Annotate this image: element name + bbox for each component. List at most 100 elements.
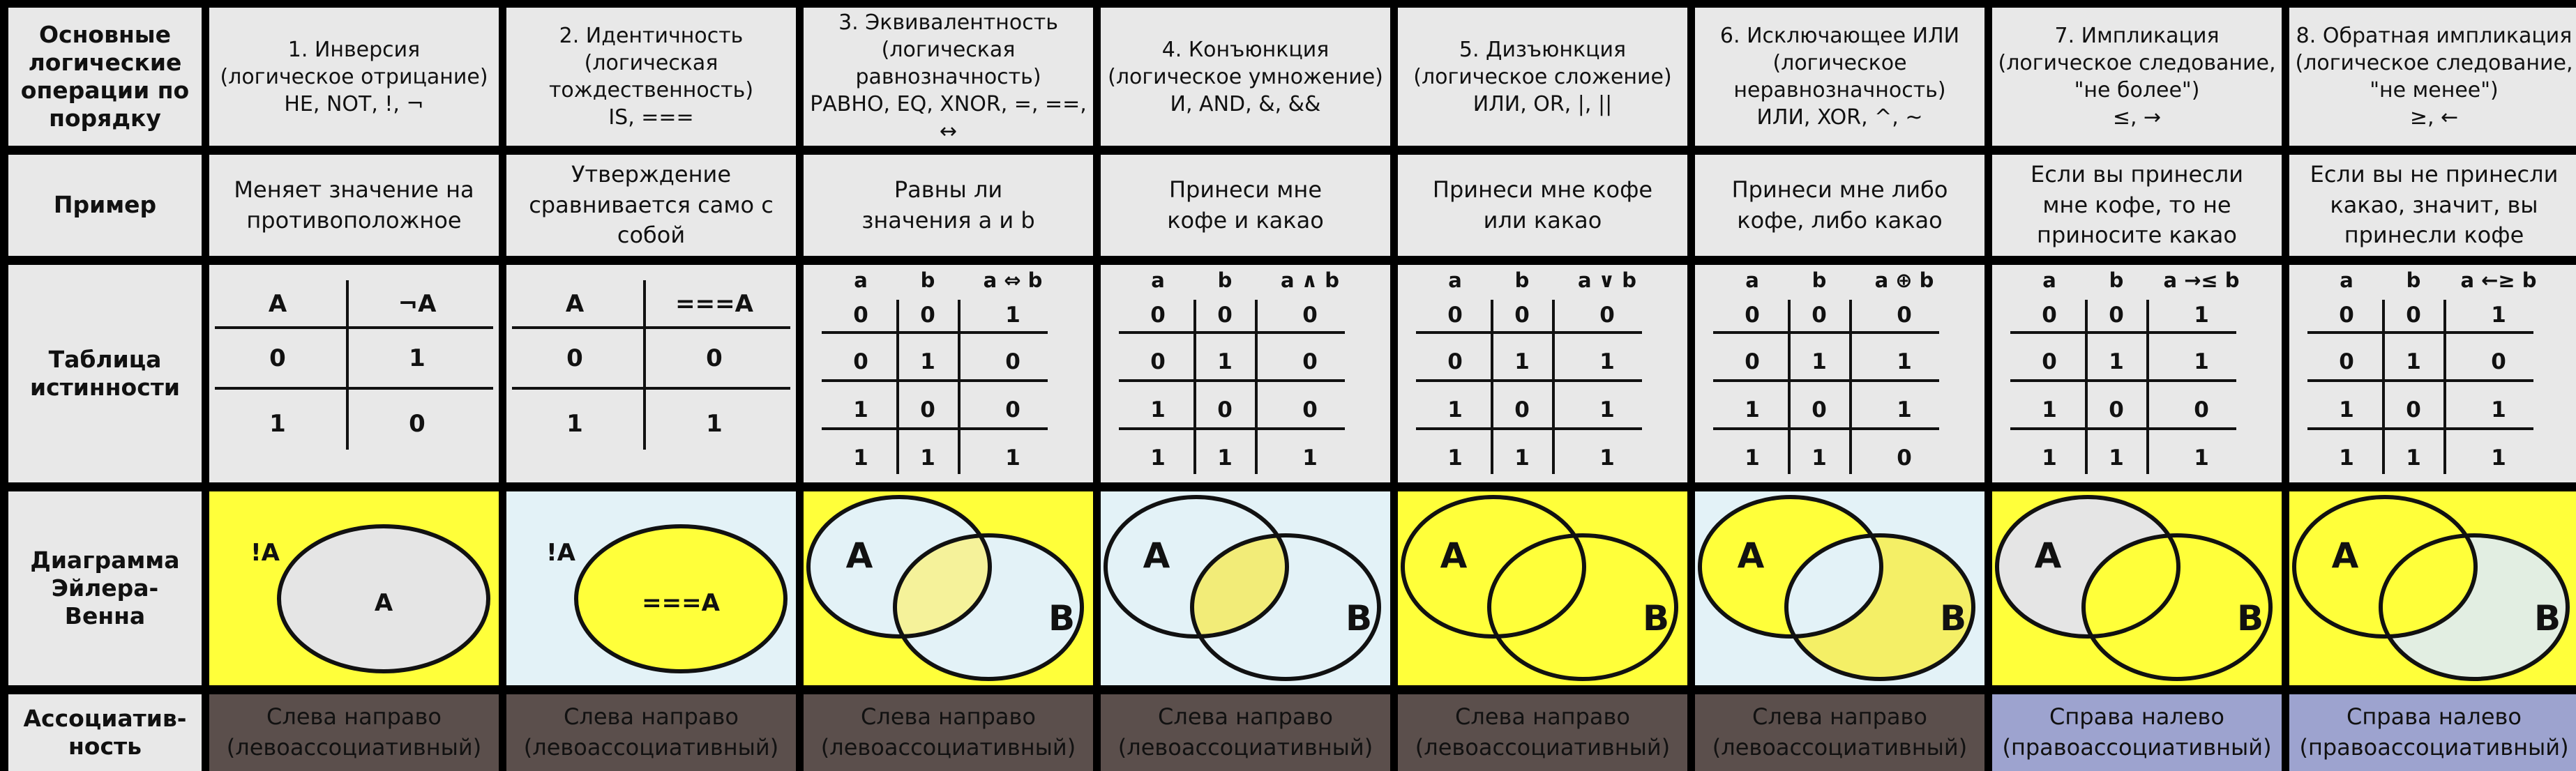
associativity-1: Слева направо (левоассоциативный) xyxy=(209,694,499,771)
truth-value: 1 xyxy=(920,349,935,374)
truth-value: 1 xyxy=(269,410,286,438)
set-b-outline xyxy=(1190,533,1381,681)
truth-header: a xyxy=(854,268,868,292)
truth-value: 1 xyxy=(1599,445,1615,471)
truth-table-6: a b a ⊕ b 0 0 0 0 1 1 1 0 1 1 1 0 xyxy=(1695,265,1984,482)
set-a-label: A xyxy=(1738,535,1765,576)
truth-table-graphic: A ===A 0 0 1 1 xyxy=(512,280,790,450)
set-b-outline xyxy=(2081,533,2273,681)
operation-example-6: Принеси мне либо кофе, либо какао xyxy=(1695,155,1984,256)
truth-value: 1 xyxy=(2491,445,2506,471)
truth-value: 1 xyxy=(1302,445,1318,471)
set-b-label: B xyxy=(1346,598,1372,639)
complement-label: !A xyxy=(250,539,280,567)
truth-value: 1 xyxy=(2194,445,2209,471)
truth-value: 0 xyxy=(1897,303,1912,328)
operation-example-1: Меняет значение на противоположное xyxy=(209,155,499,256)
truth-value: 1 xyxy=(706,410,723,438)
truth-value: 0 xyxy=(2339,303,2354,328)
truth-value: 0 xyxy=(1897,445,1912,471)
truth-value: 1 xyxy=(1150,397,1166,422)
venn-diagram-graphic: !A A xyxy=(250,524,490,673)
truth-table-2: A ===A 0 0 1 1 xyxy=(506,265,796,482)
set-a-outline xyxy=(1698,495,1883,639)
truth-value: 1 xyxy=(1897,397,1912,422)
truth-table-graphic: a b a →≤ b 0 0 1 0 1 1 1 0 0 1 1 1 xyxy=(2010,268,2240,474)
truth-value: 0 xyxy=(2194,397,2209,422)
truth-value: 1 xyxy=(1745,445,1760,471)
truth-value: 0 xyxy=(1302,397,1318,422)
truth-value: 1 xyxy=(1005,303,1020,328)
truth-value: 0 xyxy=(2406,397,2421,422)
associativity-3: Слева направо (левоассоциативный) xyxy=(804,694,1093,771)
truth-value: 0 xyxy=(1302,303,1318,328)
set-b-label: B xyxy=(2237,598,2264,639)
truth-header: b xyxy=(1812,268,1827,292)
truth-table-graphic: a b a ∨ b 0 0 0 0 1 1 1 0 1 1 1 1 xyxy=(1416,268,1642,474)
truth-value: 0 xyxy=(566,344,583,372)
set-a-ellipse xyxy=(574,524,788,673)
truth-value: 0 xyxy=(1447,349,1463,374)
truth-value: 1 xyxy=(2042,445,2057,471)
truth-value: 0 xyxy=(1150,303,1166,328)
truth-header: a xyxy=(2340,268,2353,292)
truth-table-3: a b a ⇔ b 0 0 1 0 1 0 1 0 0 1 1 1 xyxy=(804,265,1093,482)
set-b-label: B xyxy=(1940,598,1966,639)
truth-table-graphic: a b a ⊕ b 0 0 0 0 1 1 1 0 1 1 1 0 xyxy=(1713,268,1939,474)
operation-title-6: 6. Исключающее ИЛИ (логическое неравнозн… xyxy=(1695,8,1984,146)
set-a-label: A xyxy=(846,535,873,576)
set-b-label: B xyxy=(1048,598,1075,639)
truth-value: 1 xyxy=(1217,349,1233,374)
truth-value: 0 xyxy=(1005,349,1020,374)
truth-header: ===A xyxy=(675,290,753,318)
truth-value: 1 xyxy=(853,397,868,422)
associativity-7: Справа налево (правоассоциативный) xyxy=(1992,694,2282,771)
truth-value: 0 xyxy=(920,303,935,328)
operation-example-2: Утверждение сравнивается само с собой xyxy=(506,155,796,256)
associativity-4: Слева направо (левоассоциативный) xyxy=(1101,694,1390,771)
truth-value: 1 xyxy=(1217,445,1233,471)
truth-value: 0 xyxy=(853,349,868,374)
truth-header: a ←≥ b xyxy=(2460,268,2536,292)
truth-value: 0 xyxy=(853,303,868,328)
truth-value: 1 xyxy=(2406,349,2421,374)
truth-value: 1 xyxy=(566,410,583,438)
truth-value: 0 xyxy=(1812,397,1827,422)
truth-value: 1 xyxy=(2339,397,2354,422)
truth-value: 0 xyxy=(1302,349,1318,374)
truth-header: a →≤ b xyxy=(2163,268,2239,292)
associativity-8: Справа налево (правоассоциативный) xyxy=(2289,694,2576,771)
set-b-outline xyxy=(1487,533,1678,681)
truth-value: 0 xyxy=(2491,349,2506,374)
header-truth-table: Таблица истинности xyxy=(8,265,202,482)
complement-label: !A xyxy=(546,539,576,567)
truth-header: b xyxy=(2109,268,2124,292)
truth-value: 1 xyxy=(1897,349,1912,374)
set-b-outline xyxy=(893,533,1084,681)
truth-table-4: a b a ∧ b 0 0 0 0 1 0 1 0 0 1 1 1 xyxy=(1101,265,1390,482)
set-a-outline xyxy=(2292,495,2478,639)
operation-title-4: 4. Конъюнкция (логическое умножение) И, … xyxy=(1101,8,1390,146)
truth-value: 1 xyxy=(1514,349,1530,374)
venn-diagram-graphic: AB xyxy=(2292,495,2570,681)
truth-value: 0 xyxy=(2109,397,2124,422)
truth-value: 1 xyxy=(2194,303,2209,328)
truth-value: 1 xyxy=(1150,445,1166,471)
truth-table-graphic: a b a ∧ b 0 0 0 0 1 0 1 0 0 1 1 1 xyxy=(1119,268,1345,474)
truth-value: 0 xyxy=(2406,303,2421,328)
truth-value: 1 xyxy=(1447,445,1463,471)
operation-title-3: 3. Эквивалентность (логическая равнознач… xyxy=(804,8,1093,146)
truth-value: 0 xyxy=(1745,303,1760,328)
truth-value: 0 xyxy=(1514,303,1530,328)
venn-diagram-graphic: !A ===A xyxy=(546,524,788,673)
set-a-label: A xyxy=(2035,535,2062,576)
set-a-outline xyxy=(1401,495,1586,639)
truth-value: 0 xyxy=(706,344,723,372)
truth-header: a ⇔ b xyxy=(984,268,1043,292)
truth-header: ¬A xyxy=(398,290,437,318)
operation-title-5: 5. Дизъюнкция (логическое сложение) ИЛИ,… xyxy=(1398,8,1687,146)
header-example: Пример xyxy=(8,155,202,256)
